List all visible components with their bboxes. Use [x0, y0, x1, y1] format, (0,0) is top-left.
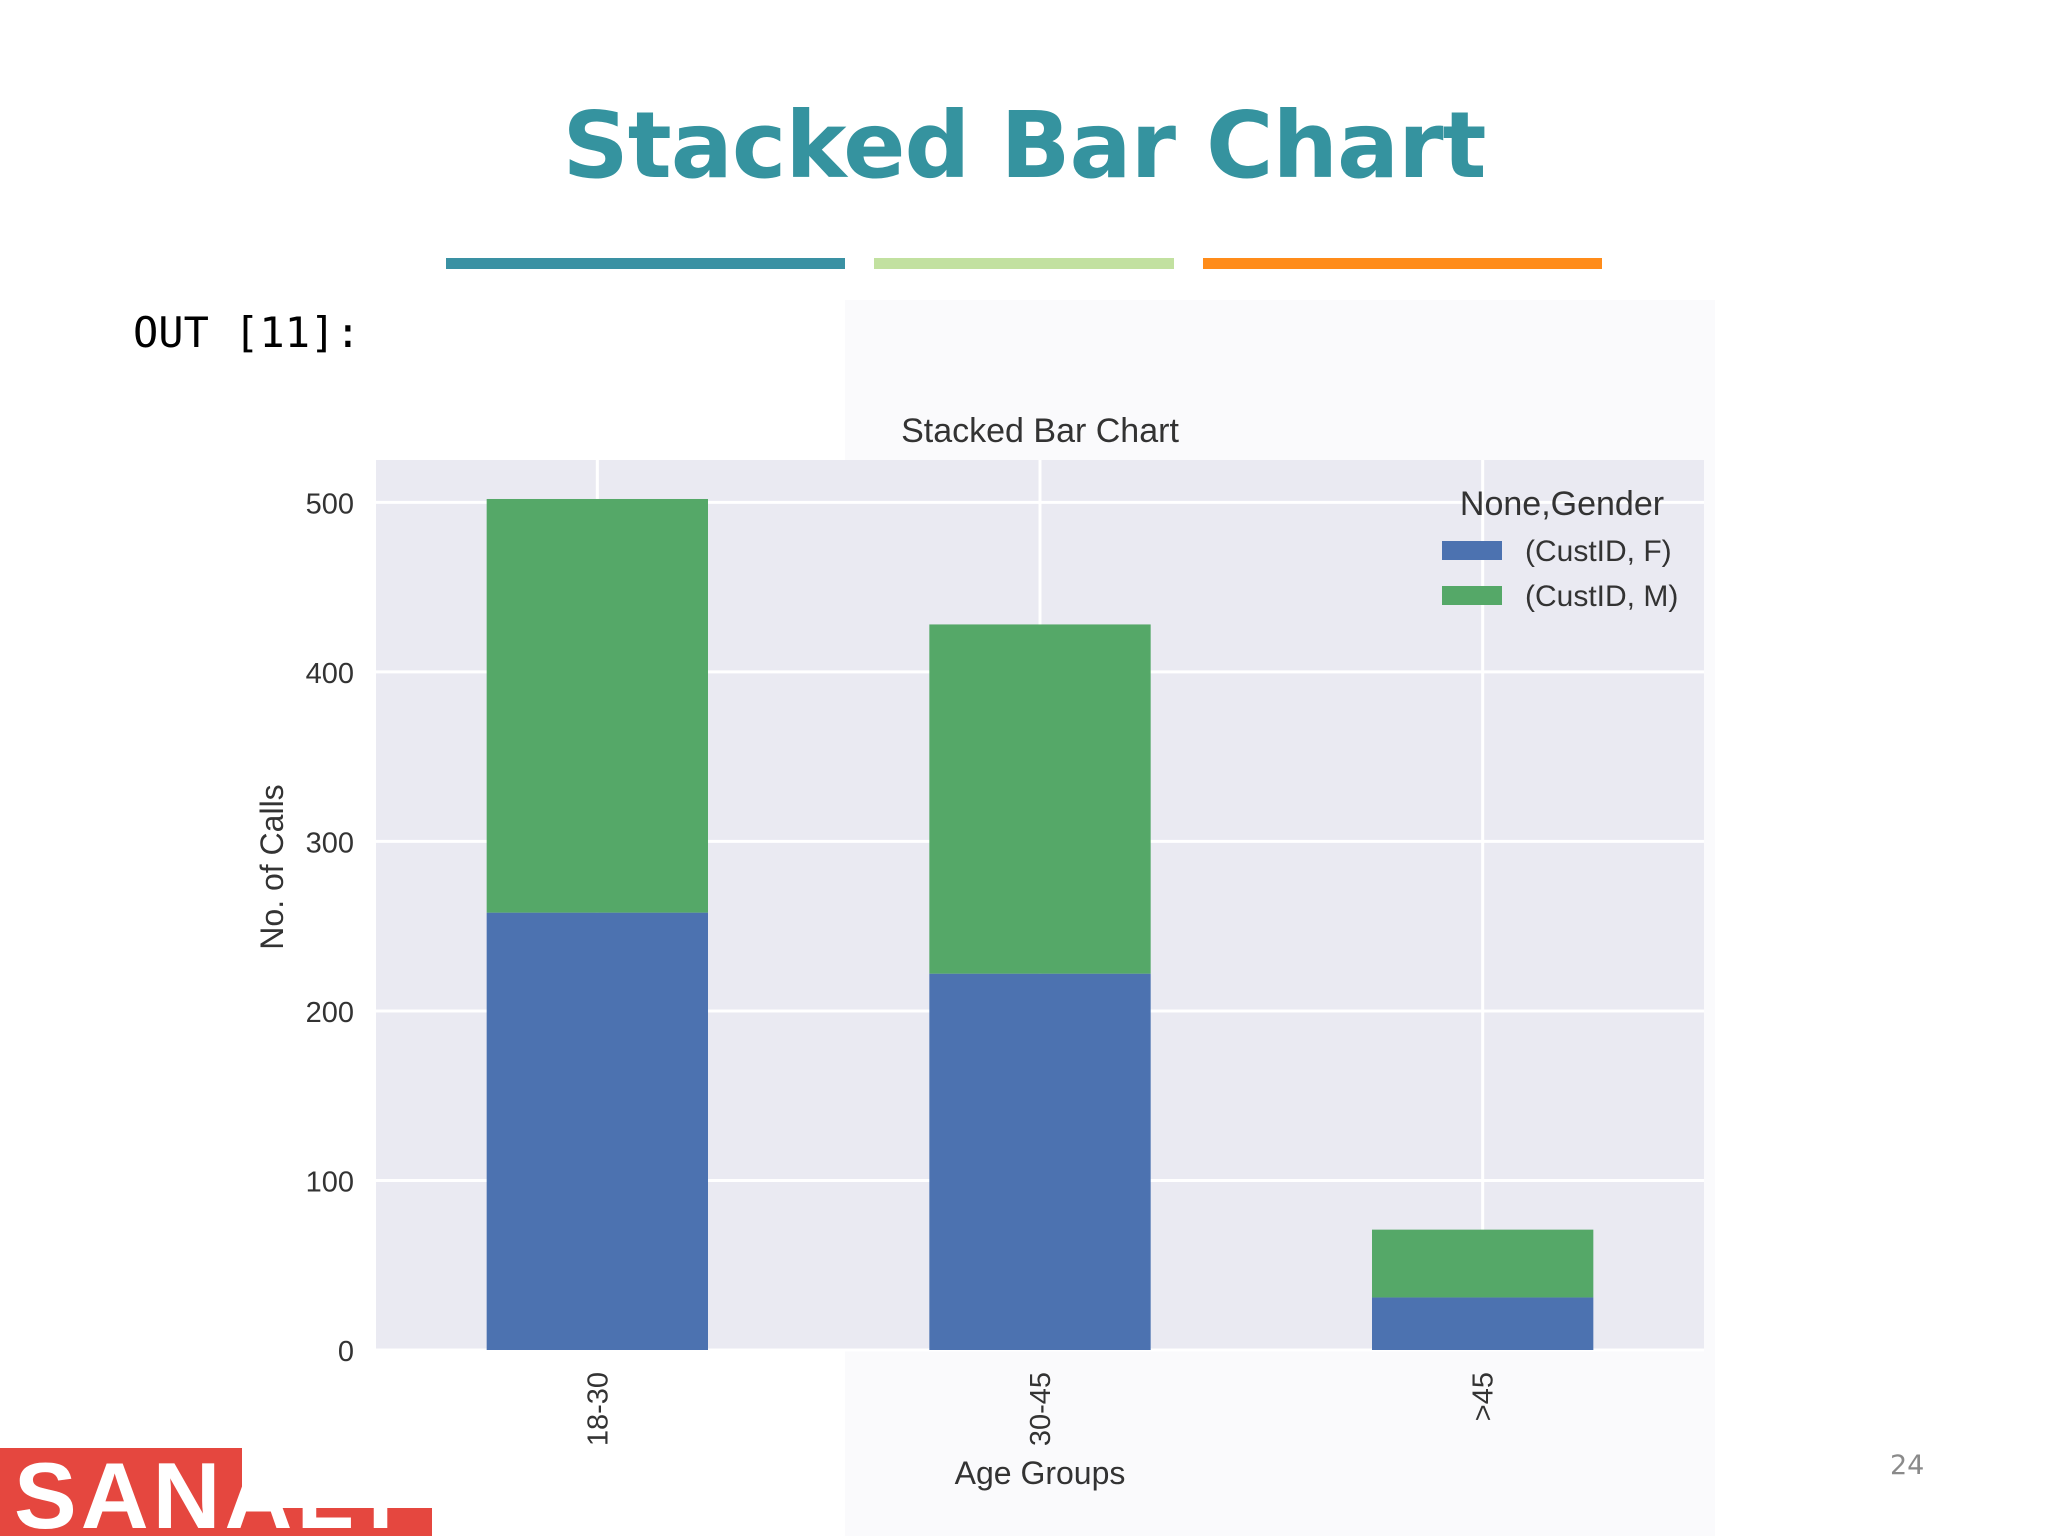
y-tick-label: 200 [306, 997, 354, 1029]
y-tick-label: 0 [338, 1336, 354, 1368]
x-axis-label: Age Groups [955, 1455, 1126, 1491]
bar-segment [1372, 1297, 1594, 1350]
accent-bar-green [874, 258, 1174, 269]
y-tick-label: 300 [306, 827, 354, 859]
x-tick-label: 30-45 [1025, 1372, 1057, 1446]
y-tick-label: 100 [306, 1166, 354, 1198]
page-number: 24 [1890, 1450, 1925, 1481]
bar-segment [486, 912, 708, 1350]
y-tick-label: 400 [306, 658, 354, 690]
chart-title: Stacked Bar Chart [901, 412, 1179, 450]
bar-segment [929, 973, 1151, 1350]
x-tick-label: 18-30 [582, 1372, 614, 1446]
legend-swatch [1442, 586, 1502, 605]
accent-bar-orange [1203, 258, 1602, 269]
legend-title: None,Gender [1460, 485, 1664, 523]
accent-bar-teal [446, 258, 845, 269]
x-tick-label: >45 [1468, 1372, 1500, 1421]
output-cell-label: OUT [11]: [133, 308, 361, 357]
legend-swatch [1442, 541, 1502, 560]
legend-label: (CustID, M) [1525, 580, 1678, 613]
y-axis-label: No. of Calls [254, 784, 290, 949]
legend-label: (CustID, F) [1525, 535, 1672, 568]
y-tick-label: 500 [306, 488, 354, 520]
bar-segment [1372, 1229, 1594, 1298]
slide-title: Stacked Bar Chart [562, 92, 1487, 199]
bar-segment [929, 624, 1151, 974]
bar-segment [486, 498, 708, 913]
company-logo: SANALYTICS [0, 1448, 432, 1536]
